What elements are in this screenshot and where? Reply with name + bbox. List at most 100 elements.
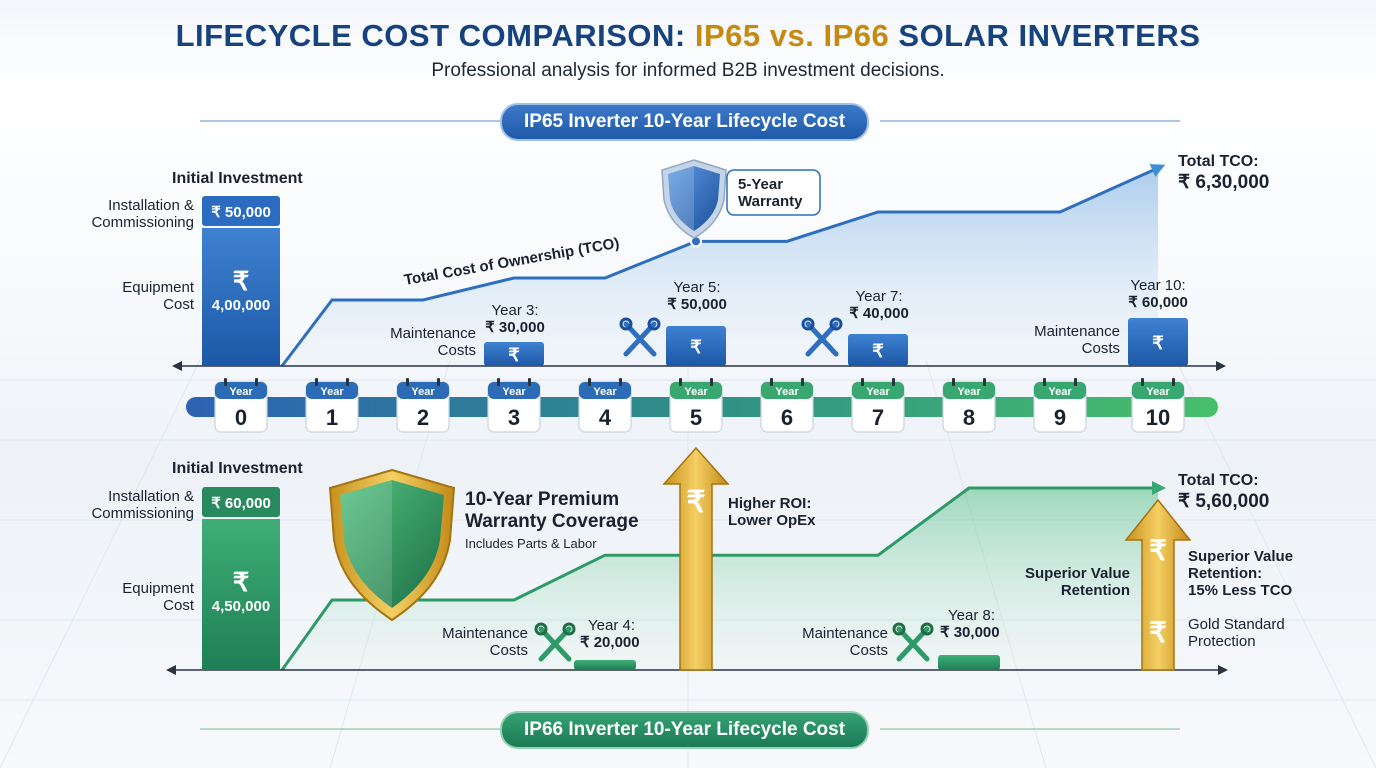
ip66-event-year4-label: Year 4: [588,617,635,634]
ip66-installation-value: ₹ 60,000 [211,495,271,512]
timeline-year-word: Year [684,386,708,398]
timeline-year-number: 1 [326,405,338,430]
timeline-year-word: Year [411,386,435,398]
ip65-wrench-icon-year7 [801,317,843,357]
ip65-equipment-value: 4,00,000 [212,297,270,314]
maintenance-bar-rupee: ₹ [872,341,884,361]
page-subtitle: Professional analysis for informed B2B i… [431,60,945,81]
ip66-shield-icon [328,468,456,622]
roi-gold-arrow-icon: ₹ [662,446,730,671]
ip65-maintenance-label-right: Maintenance Costs [1034,323,1120,357]
ip66-event-year8-value: ₹ 30,000 [940,624,1000,641]
timeline-year-number: 2 [417,405,429,430]
title-part-ip65: IP65 [694,18,761,53]
timeline-year-10: Year 10 [1131,378,1185,433]
timeline-year-word: Year [866,386,890,398]
ip65-warranty-box [726,169,821,216]
ip65-maintenance-bars: ₹ ₹ ₹ ₹ [484,318,1188,366]
title-part-1: LIFECYCLE COST COMPARISON: [175,18,686,53]
maintenance-bar-year-7 [848,334,908,366]
timeline-year-3: Year 3 [487,378,541,433]
timeline-year-6: Year 6 [760,378,814,433]
timeline-year-word: Year [320,386,344,398]
maintenance-bar-rupee: ₹ [508,345,520,365]
ip66-maintenance-bars [574,655,1000,670]
timeline-year-7: Year 7 [851,378,905,433]
timeline-year-number: 3 [508,405,520,430]
ip65-warranty-label: 5-Year Warranty [738,176,803,210]
ip66-event-year4-value: ₹ 20,000 [580,634,640,651]
maintenance-bar-year-5 [666,326,726,366]
ip66-maintenance-label-right: Maintenance Costs [802,625,888,659]
timeline-year-word: Year [1048,386,1072,398]
ip65-equipment-bar [202,228,280,366]
ip65-event-year3-value: ₹ 30,000 [485,319,545,336]
ip66-tco-arrowhead [1152,481,1166,495]
value-retention-detail: Superior Value Retention: 15% Less TCO [1188,548,1294,599]
ip66-wrench-icon-year8 [892,622,934,662]
gold-standard-label: Gold Standard Protection [1188,616,1285,650]
ip66-equipment-rupee: ₹ [233,567,250,597]
timeline-year-number: 6 [781,405,793,430]
timeline-year-4: Year 4 [578,378,632,433]
timeline-year-word: Year [593,386,617,398]
title-part-ip66: IP66 [823,18,890,53]
ip65-axis-arrow-right [1216,361,1226,371]
timeline-year-5: Year 5 [669,378,723,433]
ip66-warranty-subtitle: Includes Parts & Labor [465,536,597,551]
timeline-year-number: 8 [963,405,975,430]
ip65-total-tco-label: Total TCO: [1178,153,1259,170]
ip66-total-tco-label: Total TCO: [1178,472,1259,489]
ip65-installation-bar [202,196,280,226]
ip66-installation-bar [202,487,280,517]
timeline-year-markers: Year 0 Year 1 Year 2 Year 3 Year 4 Year 5 Year 6 Year 7… [214,378,1185,433]
ip65-equipment-rupee: ₹ [233,266,250,296]
ip65-shield-icon [661,159,727,239]
ip66-maintenance-label-left: Maintenance Costs [442,625,528,659]
ip65-event-year3-label: Year 3: [491,302,539,319]
ip66-section-header: IP66 Inverter 10-Year Lifecycle Cost [500,711,870,749]
ip66-axis-arrow-right [1218,665,1228,675]
ip65-event-year5-label: Year 5: [673,279,721,296]
ip65-maintenance-label-left: Maintenance Costs [390,325,476,359]
ip66-equipment-bar [202,519,280,670]
ip65-installation-value: ₹ 50,000 [211,204,271,221]
timeline-year-word: Year [1146,386,1170,398]
ip65-equipment-label: Equipment Cost [122,279,194,313]
timeline-year-word: Year [957,386,981,398]
timeline-year-9: Year 9 [1033,378,1087,433]
timeline-year-1: Year 1 [305,378,359,433]
ip65-event-year10-label: Year 10: [1130,277,1186,294]
ip65-tco-area [282,168,1158,366]
ip65-initial-investment-label: Initial Investment [172,170,303,187]
timeline-year-0: Year 0 [214,378,268,433]
ip65-event-year7-label: Year 7: [855,288,903,305]
ip66-total-tco-value: ₹ 5,60,000 [1178,491,1270,512]
maintenance-bar-rupee: ₹ [1152,333,1164,353]
timeline-year-number: 9 [1054,405,1066,430]
timeline-year-number: 7 [872,405,884,430]
ip65-event-year10-value: ₹ 60,000 [1128,294,1188,311]
maintenance-bar-year-3 [484,342,544,366]
maintenance-bar-year-8 [938,655,1000,670]
ip66-event-year8-label: Year 8: [948,607,995,624]
ip65-event-year5-value: ₹ 50,000 [667,296,727,313]
retention-arrow-rupee-2: ₹ [1149,617,1167,648]
ip65-installation-label: Installation & Commissioning [91,197,194,231]
ip66-equipment-label: Equipment Cost [122,580,194,614]
ip66-initial-investment-label: Initial Investment [172,460,303,477]
ip66-warranty-title: 10-Year Premium Warranty Coverage [465,489,639,532]
ip65-tco-arrowhead [1149,164,1166,177]
title-part-vs: vs. [769,18,815,53]
timeline-year-8: Year 8 [942,378,996,433]
value-retention-gold-arrow-icon: ₹ ₹ [1124,498,1192,671]
ip66-axis-arrow-left [166,665,176,675]
ip66-installation-label: Installation & Commissioning [91,488,194,522]
timeline-year-word: Year [229,386,253,398]
ip65-total-tco-value: ₹ 6,30,000 [1178,172,1270,193]
roi-arrow-rupee: ₹ [686,486,705,519]
maintenance-bar-year-10 [1128,318,1188,366]
maintenance-bar-rupee: ₹ [690,337,702,357]
retention-arrow-rupee-1: ₹ [1149,535,1167,566]
